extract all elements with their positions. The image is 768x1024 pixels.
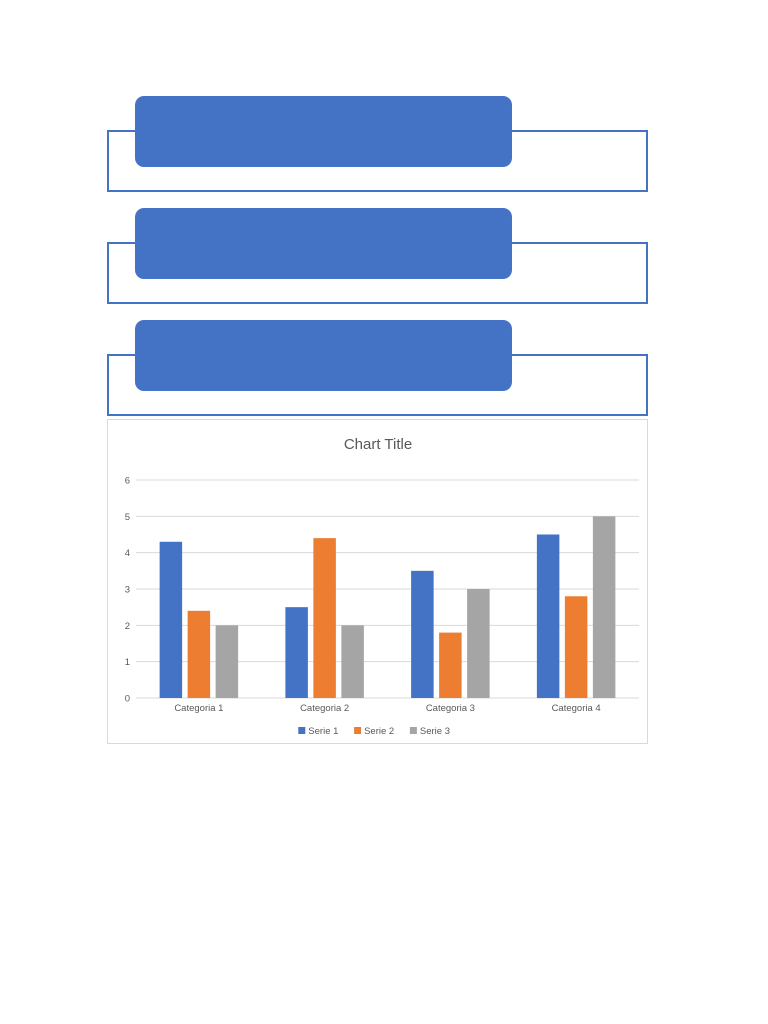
legend-label: Serie 2 (364, 726, 394, 737)
legend-label: Serie 1 (308, 726, 338, 737)
bar (592, 516, 616, 698)
list-item-header-shape (135, 96, 512, 167)
list-item-header-shape (135, 208, 512, 279)
y-tick-label: 5 (125, 512, 130, 523)
y-tick-label: 4 (125, 548, 130, 559)
bar (439, 632, 462, 698)
bar (159, 541, 183, 698)
bar (467, 589, 490, 698)
legend-swatch (298, 727, 306, 734)
legend: Serie 1 Serie 2 Serie 3 (298, 726, 450, 737)
bar-chart: 0 1 2 3 4 5 6 Categoria 1 Categoria 2 Categoria 3… (125, 436, 639, 737)
bar (215, 625, 239, 698)
y-tick-label: 2 (125, 621, 130, 632)
x-tick-label: Categoria 4 (552, 703, 601, 714)
bar (564, 596, 588, 698)
y-tick-label: 3 (125, 585, 130, 596)
bar (313, 538, 336, 698)
bar (285, 607, 308, 698)
y-tick-label: 1 (125, 657, 130, 668)
bar (411, 570, 434, 698)
bar (187, 610, 211, 698)
chart-frame: 0 1 2 3 4 5 6 Categoria 1 Categoria 2 Categoria 3… (107, 419, 648, 744)
x-tick-label: Categoria 1 (174, 703, 223, 714)
gridlines (136, 479, 639, 699)
legend-swatch (409, 727, 417, 734)
bars (159, 516, 616, 698)
axes: 0 1 2 3 4 5 6 Categoria 1 Categoria 2 Categoria 3… (125, 476, 601, 715)
legend-swatch (354, 727, 362, 734)
x-tick-label: Categoria 2 (300, 703, 349, 714)
list-item-header-shape (135, 320, 512, 391)
legend-label: Serie 3 (420, 726, 450, 737)
bar (536, 534, 560, 698)
chart-title: Chart Title (344, 436, 412, 453)
y-tick-label: 6 (125, 476, 130, 487)
x-tick-label: Categoria 3 (426, 703, 475, 714)
y-tick-label: 0 (125, 694, 130, 705)
bar (341, 625, 364, 698)
